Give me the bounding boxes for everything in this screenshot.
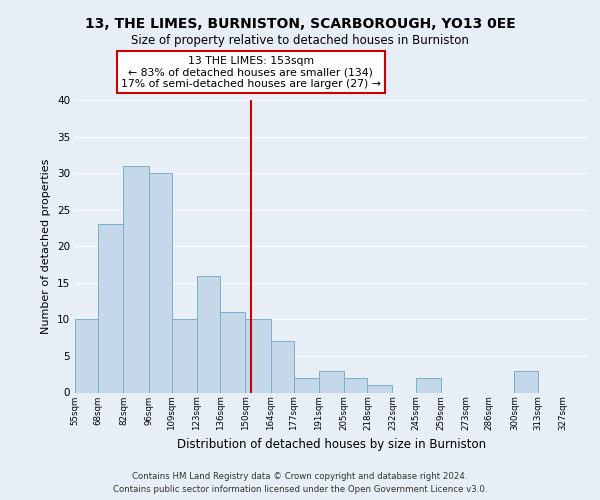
Bar bbox=[220, 312, 245, 392]
Bar bbox=[367, 385, 392, 392]
Text: Contains HM Land Registry data © Crown copyright and database right 2024.: Contains HM Land Registry data © Crown c… bbox=[132, 472, 468, 481]
Text: Contains public sector information licensed under the Open Government Licence v3: Contains public sector information licen… bbox=[113, 485, 487, 494]
X-axis label: Distribution of detached houses by size in Burniston: Distribution of detached houses by size … bbox=[177, 438, 486, 452]
Bar bbox=[75, 320, 98, 392]
Bar bbox=[172, 320, 197, 392]
Bar bbox=[197, 276, 220, 392]
Bar bbox=[98, 224, 124, 392]
Bar bbox=[319, 370, 344, 392]
Bar bbox=[245, 320, 271, 392]
Bar bbox=[514, 370, 538, 392]
Bar bbox=[271, 342, 294, 392]
Text: Size of property relative to detached houses in Burniston: Size of property relative to detached ho… bbox=[131, 34, 469, 47]
Text: 13, THE LIMES, BURNISTON, SCARBOROUGH, YO13 0EE: 13, THE LIMES, BURNISTON, SCARBOROUGH, Y… bbox=[85, 18, 515, 32]
Bar bbox=[294, 378, 319, 392]
Bar bbox=[149, 173, 172, 392]
Text: 13 THE LIMES: 153sqm
← 83% of detached houses are smaller (134)
17% of semi-deta: 13 THE LIMES: 153sqm ← 83% of detached h… bbox=[121, 56, 381, 89]
Bar bbox=[416, 378, 441, 392]
Y-axis label: Number of detached properties: Number of detached properties bbox=[41, 158, 52, 334]
Bar bbox=[344, 378, 367, 392]
Bar bbox=[124, 166, 149, 392]
